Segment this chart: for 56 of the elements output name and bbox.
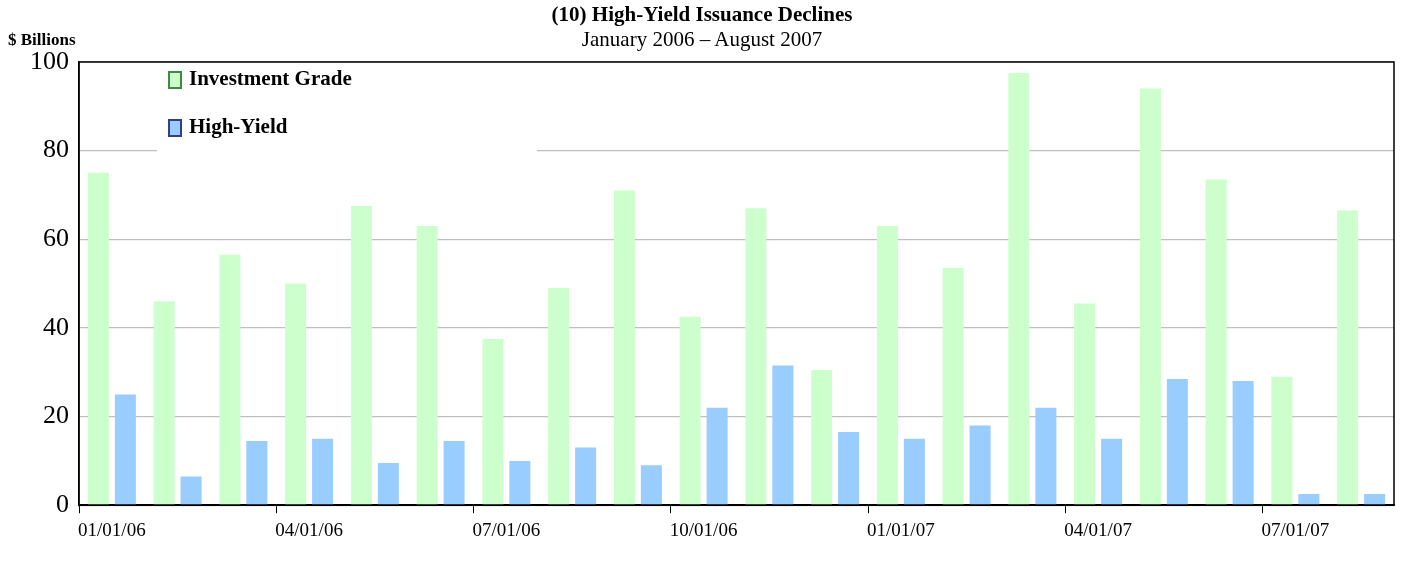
x-tick-label: 04/01/06 (275, 518, 343, 540)
bar (1364, 494, 1386, 505)
bar (1232, 381, 1254, 505)
y-tick-label: 20 (43, 400, 69, 430)
bar (416, 225, 438, 505)
bar (838, 432, 860, 505)
bar (1337, 210, 1359, 505)
chart-title: (10) High-Yield Issuance Declines (550, 2, 854, 27)
bar (1101, 438, 1123, 505)
x-tick-label: 07/01/06 (472, 518, 541, 540)
bar (1035, 407, 1057, 505)
bar (1139, 88, 1161, 505)
bar (1271, 376, 1293, 505)
bar (509, 460, 531, 505)
bar (482, 339, 504, 505)
bar (969, 425, 991, 505)
bar (772, 365, 794, 505)
bar (1008, 73, 1030, 505)
x-tick-label: 07/01/07 (1261, 518, 1330, 540)
bar (350, 206, 372, 505)
bar (613, 190, 635, 505)
y-tick-label: 60 (43, 223, 69, 253)
bar (548, 288, 570, 505)
bar (1205, 179, 1227, 505)
bar (180, 476, 202, 505)
bar (811, 370, 833, 505)
bar (575, 447, 597, 505)
y-tick-label: 40 (43, 311, 69, 341)
bar (1074, 303, 1096, 505)
bar (1298, 494, 1320, 505)
bar (443, 440, 465, 505)
bar (876, 225, 898, 505)
bar (114, 394, 136, 505)
bar (87, 172, 109, 505)
y-tick-label: 0 (56, 489, 69, 519)
bar (285, 283, 307, 505)
legend-label: Investment Grade (189, 66, 352, 91)
bar (246, 440, 268, 505)
bar (1166, 378, 1188, 505)
bar (679, 316, 701, 505)
chart-subtitle: January 2006 – August 2007 (581, 27, 823, 51)
bar (640, 465, 662, 505)
bar (942, 268, 964, 505)
bar (745, 208, 767, 505)
x-tick-label: 04/01/07 (1064, 518, 1132, 540)
bar (312, 438, 334, 505)
x-tick-label: 01/01/06 (78, 518, 146, 540)
bar (377, 463, 399, 505)
bar (903, 438, 925, 505)
bar (219, 254, 241, 505)
bar (153, 301, 175, 505)
x-tick-label: 10/01/06 (669, 518, 738, 540)
x-tick-label: 01/01/07 (867, 518, 935, 540)
legend-label: High-Yield (189, 114, 288, 139)
y-tick-label: 80 (43, 134, 69, 164)
bar (706, 407, 728, 505)
